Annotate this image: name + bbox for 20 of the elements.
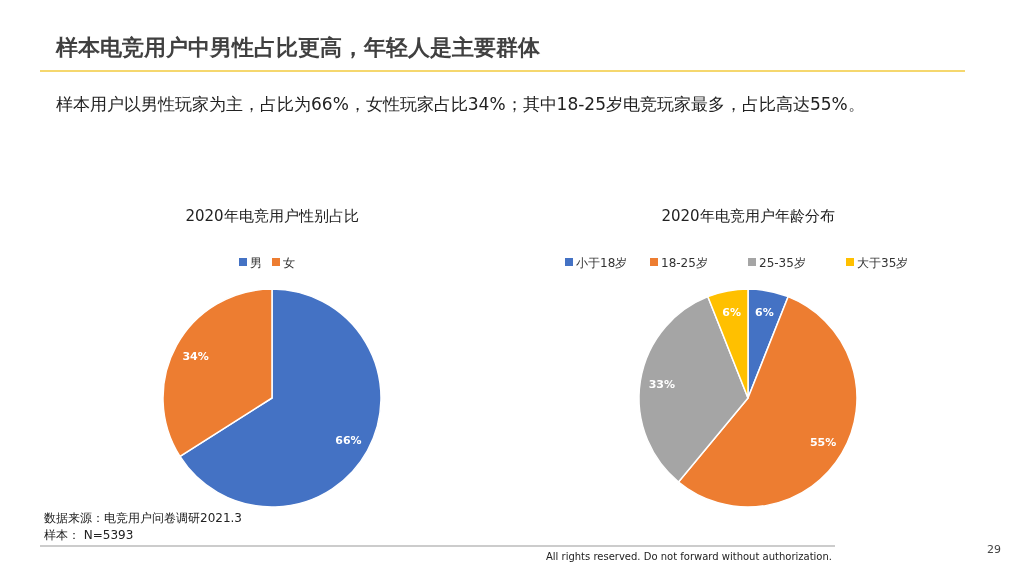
data-label: 33%	[648, 378, 676, 392]
data-label: 6%	[722, 306, 741, 320]
legend-label: 女	[283, 256, 295, 270]
source-note: 数据来源：电竞用户问卷调研2021.3	[44, 511, 242, 525]
data-label: 6%	[755, 306, 774, 320]
data-label: 66%	[335, 434, 362, 448]
text: 样本用户以男性玩家为主，占比为66%，女性玩家占比34%；其中18-25岁电竞玩家最多，占比高达55%。	[56, 94, 865, 114]
text: 样本电竞用户中男性占比更高，年轻人是主要群体	[55, 35, 541, 60]
chart-title: 2020年电竞用户性别占比	[185, 207, 359, 225]
chart-title: 2020年电竞用户年龄分布	[661, 207, 835, 225]
legend-label: 男	[250, 256, 262, 270]
text: 29	[987, 543, 1001, 556]
legend-label: 小于18岁	[576, 256, 628, 270]
legend-label: 18-25岁	[661, 256, 708, 270]
text: All rights reserved. Do not forward without authorization.	[545, 551, 832, 562]
data-label: 55%	[809, 436, 837, 450]
text: 样本： N=5393	[44, 528, 134, 542]
data-label: 34%	[182, 349, 209, 363]
legend-label: 大于35岁	[857, 256, 909, 270]
legend-label: 25-35岁	[759, 256, 806, 270]
